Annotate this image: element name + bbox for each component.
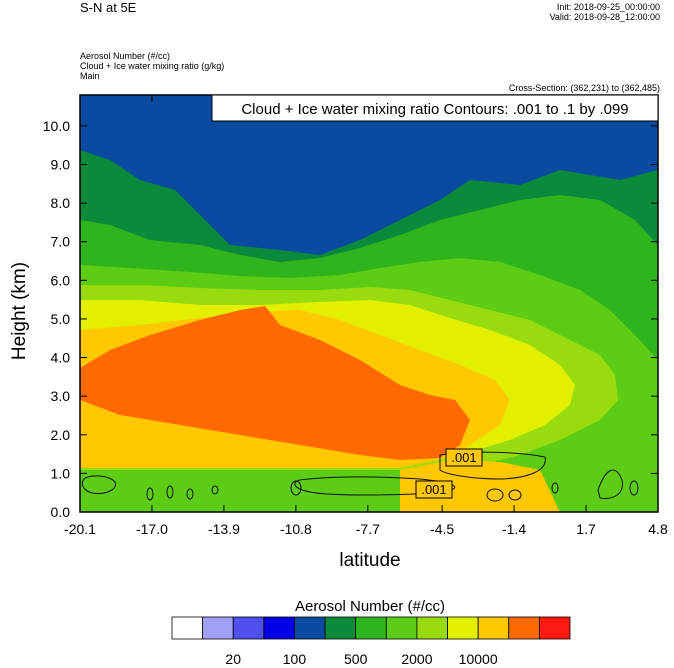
cloud-contours <box>81 451 639 502</box>
y-tick-label: 2.0 <box>51 427 71 443</box>
y-tick-label: 1.0 <box>51 465 71 481</box>
contour-label-1: .001 <box>445 448 483 467</box>
x-axis-label: latitude <box>339 550 401 571</box>
x-tick-label: -20.1 <box>64 521 96 537</box>
colorbar-swatch <box>202 616 234 640</box>
colorbar-swatch <box>263 616 295 640</box>
field-label-cloud: Cloud + Ice water mixing ratio (g/kg) <box>80 61 225 71</box>
y-tick-label: 8.0 <box>51 195 71 211</box>
cross-section-label: Cross-Section: (362,231) to (362,485) <box>508 83 660 93</box>
colorbar-tick-label: 100 <box>282 651 307 667</box>
colorbar-swatch <box>447 616 479 640</box>
axes: -20.1 -17.0 -13.9 -10.8 -7.7 -4.5 -1.4 1.7 4.8 0.… <box>43 95 668 537</box>
contour-info-box: Cloud + Ice water mixing ratio Contours:… <box>211 94 659 122</box>
chart-title: S-N at 5E <box>80 0 137 15</box>
colorbar-tick-label: 2000 <box>401 651 433 667</box>
y-tick-label: 3.0 <box>51 388 71 404</box>
x-tick-label: -13.9 <box>208 521 240 537</box>
colorbar-swatch <box>416 616 448 640</box>
colorbar-swatch <box>385 616 418 640</box>
band-darkorange <box>80 306 470 460</box>
field-label-aerosol: Aerosol Number (#/cc) <box>80 51 171 61</box>
colorbar-tick-label: 500 <box>344 651 368 667</box>
colorbar-swatch <box>477 616 510 640</box>
colorbar-swatch <box>508 616 540 640</box>
y-tick-label: 4.0 <box>51 350 71 366</box>
colorbar-swatch <box>294 616 326 640</box>
colorbar-swatch <box>171 616 204 640</box>
x-tick-label: -7.7 <box>356 521 380 537</box>
colorbar-tick-label: 20 <box>225 651 241 667</box>
y-tick-label: 7.0 <box>51 234 71 250</box>
colorbar-title: Aerosol Number (#/cc) <box>294 598 446 615</box>
y-tick-label: 10.0 <box>43 118 70 134</box>
y-tick-label: 6.0 <box>51 272 71 288</box>
y-tick-label: 0.0 <box>51 504 71 520</box>
contour-value-1: .001 <box>451 450 476 465</box>
x-tick-label: 1.7 <box>576 521 596 537</box>
contour-value-2: .001 <box>421 482 446 497</box>
x-tick-label: -17.0 <box>136 521 168 537</box>
contour-info-text: Cloud + Ice water mixing ratio Contours:… <box>241 101 628 118</box>
aerosol-field <box>80 95 658 512</box>
colorbar-tick-label: 10000 <box>458 651 498 667</box>
y-axis-label: Height (km) <box>9 261 30 361</box>
colorbar-swatch <box>355 616 387 640</box>
surface-orange <box>400 460 560 512</box>
colorbar-swatch <box>324 616 357 640</box>
colorbar-swatch <box>232 616 265 640</box>
y-tick-label: 5.0 <box>51 311 71 327</box>
init-time: Init: 2018-09-25_00:00:00 <box>556 2 660 12</box>
contour-label-2: .001 <box>415 480 453 499</box>
valid-time: Valid: 2018-09-28_12:00:00 <box>549 12 660 22</box>
y-tick-label: 9.0 <box>51 157 71 173</box>
x-tick-label: 4.8 <box>648 521 668 537</box>
x-tick-label: -4.5 <box>430 521 454 537</box>
field-label-main: Main <box>80 71 100 81</box>
x-tick-label: -1.4 <box>502 521 526 537</box>
colorbar <box>171 616 571 640</box>
x-tick-label: -10.8 <box>280 521 312 537</box>
colorbar-swatch <box>538 616 571 640</box>
band-navy <box>80 95 658 255</box>
